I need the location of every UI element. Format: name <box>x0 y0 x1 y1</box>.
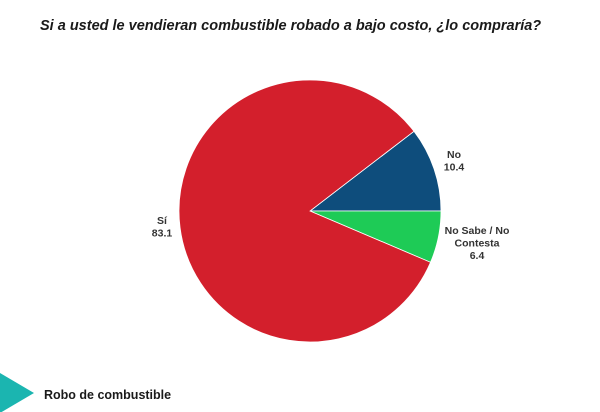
chart-title: Si a usted le vendieran combustible roba… <box>40 18 542 34</box>
teal-arrow-icon <box>0 373 34 412</box>
data-label-no: No 10.4 <box>444 149 465 174</box>
pie-slices <box>178 79 442 343</box>
footer-label: Robo de combustible <box>44 388 172 402</box>
pie-slice-no <box>308 130 442 212</box>
pie-labels: No 10.4 No Sabe / No Contesta 6.4 Sí 83.1 <box>152 149 510 262</box>
data-label-no-sabe-no-contesta: No Sabe / No Contesta 6.4 <box>445 225 510 262</box>
data-label-s: Sí 83.1 <box>152 215 173 240</box>
pie-slice-s <box>178 79 432 343</box>
